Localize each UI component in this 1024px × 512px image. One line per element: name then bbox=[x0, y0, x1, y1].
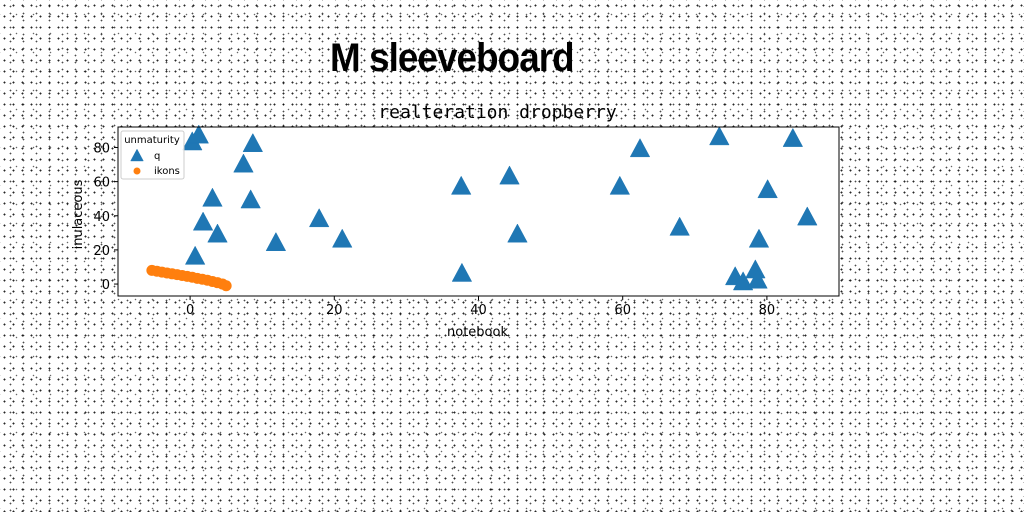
chart-suptitle: M sleeveboard bbox=[330, 36, 575, 80]
x-tick-label: 60 bbox=[614, 303, 631, 318]
data-point-q bbox=[629, 138, 651, 158]
data-point-q bbox=[782, 127, 804, 147]
y-tick-label: 40 bbox=[93, 210, 110, 225]
x-tick-label: 80 bbox=[759, 303, 776, 318]
data-point-q bbox=[757, 179, 778, 199]
legend: unmaturity q ikons bbox=[120, 130, 185, 180]
data-point-q bbox=[507, 223, 528, 243]
plot-area bbox=[118, 127, 839, 296]
data-point-q bbox=[748, 228, 770, 248]
legend-marker-q bbox=[130, 148, 144, 162]
chart-title: realteration dropberry bbox=[378, 102, 617, 123]
x-axis-label: notebook bbox=[447, 325, 508, 340]
data-point-q bbox=[451, 262, 473, 282]
y-tick-label: 0 bbox=[102, 278, 110, 293]
x-tick-label: 0 bbox=[186, 303, 194, 318]
data-point-q bbox=[242, 133, 264, 152]
data-point-ikons bbox=[220, 280, 232, 292]
x-tick-label: 40 bbox=[470, 303, 487, 318]
series-q bbox=[182, 124, 818, 291]
data-point-q bbox=[308, 208, 330, 228]
data-point-q bbox=[747, 269, 768, 289]
y-tick-label: 20 bbox=[93, 244, 110, 259]
y-tick-label: 80 bbox=[93, 141, 110, 156]
data-point-q bbox=[609, 175, 631, 195]
data-point-q bbox=[499, 165, 520, 185]
legend-marker-ikons bbox=[133, 167, 141, 175]
data-point-q bbox=[709, 126, 730, 146]
y-axis-label: inulaceous bbox=[71, 179, 86, 249]
data-point-q bbox=[332, 228, 353, 248]
x-tick-label: 20 bbox=[326, 303, 343, 318]
data-point-q bbox=[265, 232, 287, 251]
data-point-q bbox=[797, 206, 818, 226]
data-point-q bbox=[669, 216, 690, 236]
legend-label-q: q bbox=[154, 151, 160, 162]
data-point-q bbox=[188, 124, 209, 144]
legend-label-ikons: ikons bbox=[154, 166, 180, 177]
data-point-q bbox=[240, 189, 261, 209]
legend-box bbox=[120, 130, 185, 180]
series-ikons bbox=[146, 264, 232, 292]
data-point-q bbox=[451, 175, 472, 195]
plot-frame bbox=[117, 126, 840, 297]
data-point-q bbox=[184, 245, 206, 265]
y-tick-label: 60 bbox=[93, 176, 110, 191]
data-point-q bbox=[192, 211, 214, 231]
legend-title: unmaturity bbox=[124, 135, 180, 146]
data-point-q bbox=[207, 223, 228, 243]
data-point-q bbox=[233, 153, 254, 173]
data-point-q bbox=[732, 271, 754, 291]
data-point-q bbox=[202, 187, 223, 207]
